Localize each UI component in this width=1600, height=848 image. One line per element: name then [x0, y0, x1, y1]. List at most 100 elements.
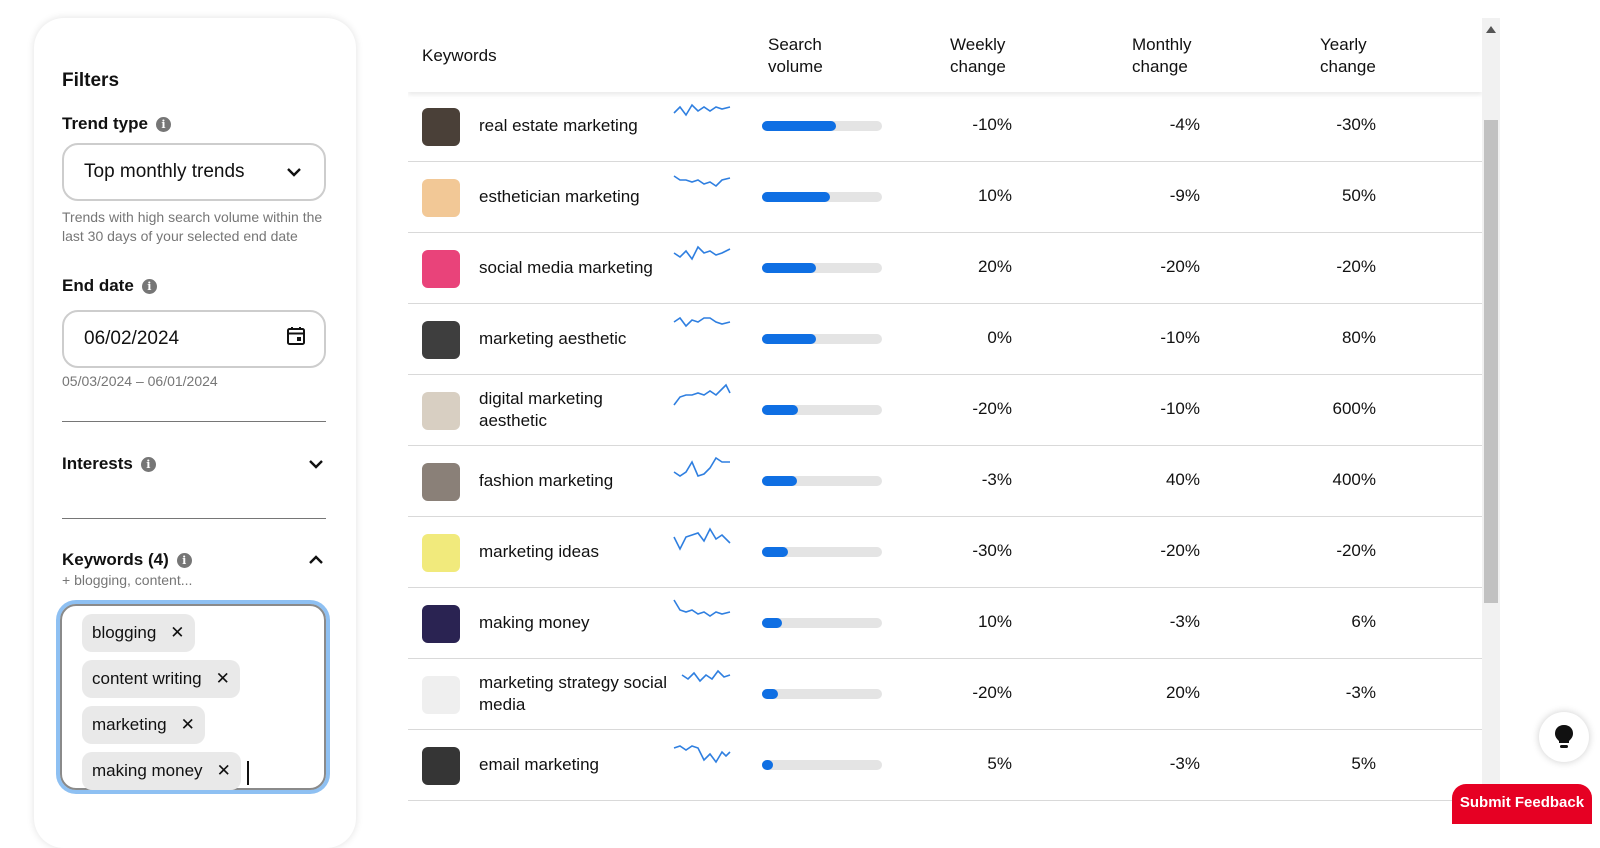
header-yearly-change: Yearly change — [1320, 35, 1376, 76]
keyword-text[interactable]: digital marketing aesthetic — [479, 389, 603, 430]
text-caret — [246, 761, 249, 785]
monthly-change: 20% — [1165, 683, 1200, 702]
submit-feedback-button[interactable]: Submit Feedback — [1452, 784, 1592, 824]
search-volume-bar — [762, 192, 882, 202]
table-row[interactable]: real estate marketing -10% -4% -30% — [408, 91, 1482, 162]
table-row[interactable]: email marketing 5% -3% 5% — [408, 730, 1482, 801]
info-icon[interactable]: i — [155, 116, 171, 132]
search-volume-bar — [762, 760, 882, 770]
weekly-change: 5% — [987, 754, 1012, 773]
yearly-change: 5% — [1351, 754, 1376, 773]
trend-sparkline — [673, 383, 731, 406]
trend-sparkline — [673, 316, 731, 328]
weekly-change: 0% — [987, 328, 1012, 347]
yearly-change: -30% — [1336, 115, 1376, 134]
chevron-down-icon[interactable] — [306, 454, 326, 474]
keyword-thumbnail — [422, 605, 460, 643]
monthly-change: -3% — [1169, 754, 1200, 773]
trend-sparkline — [673, 527, 731, 551]
table-row[interactable]: marketing aesthetic 0% -10% 80% — [408, 304, 1482, 375]
trend-type-value: Top monthly trends — [84, 161, 245, 182]
scrollbar-thumb[interactable] — [1484, 120, 1498, 603]
table-row[interactable]: fashion marketing -3% 40% 400% — [408, 446, 1482, 517]
search-volume-fill — [762, 192, 830, 202]
search-volume-fill — [762, 760, 773, 770]
search-volume-bar — [762, 476, 882, 486]
tips-button[interactable] — [1539, 712, 1589, 762]
header-monthly-change: Monthly change — [1132, 35, 1192, 76]
table-row[interactable]: social media marketing 20% -20% -20% — [408, 233, 1482, 304]
keyword-text[interactable]: email marketing — [479, 755, 599, 774]
keyword-text[interactable]: esthetician marketing — [479, 187, 640, 206]
table-row[interactable]: making money 10% -3% 6% — [408, 588, 1482, 659]
calendar-icon[interactable] — [286, 326, 306, 352]
close-icon[interactable]: ✕ — [215, 669, 230, 688]
keyword-text[interactable]: real estate marketing — [479, 116, 638, 135]
close-icon[interactable]: ✕ — [170, 623, 185, 642]
yearly-change: 400% — [1332, 470, 1376, 489]
close-icon[interactable]: ✕ — [180, 715, 195, 734]
weekly-change: 10% — [977, 612, 1012, 631]
monthly-change: 40% — [1165, 470, 1200, 489]
end-date-input[interactable]: 06/02/2024 — [62, 310, 326, 368]
keyword-thumbnail — [422, 250, 460, 288]
table-header: Keywords Search volume Weekly change Mon… — [408, 18, 1482, 92]
weekly-change: -30% — [972, 541, 1012, 560]
filters-title: Filters — [62, 70, 120, 91]
lightbulb-icon — [1555, 725, 1573, 748]
keyword-thumbnail — [422, 392, 460, 430]
table-row[interactable]: marketing ideas -30% -20% -20% — [408, 517, 1482, 588]
trend-type-select[interactable]: Top monthly trends — [62, 143, 326, 201]
trend-sparkline — [673, 103, 731, 117]
monthly-change: -9% — [1169, 186, 1200, 205]
trend-sparkline — [673, 175, 731, 188]
keyword-text[interactable]: marketing aesthetic — [479, 329, 627, 348]
keyword-text[interactable]: fashion marketing — [479, 471, 614, 490]
weekly-change: -10% — [972, 115, 1012, 134]
table-row[interactable]: digital marketing aesthetic -20% -10% 600% — [408, 375, 1482, 446]
end-date-label: End date i — [62, 276, 157, 296]
trend-type-helper: Trends with high search volume within th… — [62, 209, 323, 244]
keywords-hint: + blogging, content... — [62, 572, 193, 588]
keyword-thumbnail — [422, 676, 460, 714]
keyword-text[interactable]: social media marketing — [479, 258, 653, 277]
search-volume-bar — [762, 689, 882, 699]
interests-header[interactable]: Interests i — [62, 454, 326, 474]
search-volume-bar — [762, 263, 882, 273]
info-icon[interactable]: i — [141, 278, 157, 294]
monthly-change: -10% — [1160, 328, 1200, 347]
weekly-change: -3% — [981, 470, 1012, 489]
monthly-change: -20% — [1160, 257, 1200, 276]
weekly-change: 20% — [977, 257, 1012, 276]
keyword-text[interactable]: marketing ideas — [479, 542, 600, 561]
table-row[interactable]: marketing strategy social media -20% 20% -3… — [408, 659, 1482, 730]
divider — [62, 518, 326, 519]
weekly-change: -20% — [972, 399, 1012, 418]
header-keywords: Keywords — [422, 46, 497, 65]
keyword-chip: blogging ✕ — [82, 614, 195, 652]
keyword-text[interactable]: making money — [479, 613, 590, 632]
weekly-change: 10% — [977, 186, 1012, 205]
scroll-up-arrow[interactable] — [1486, 26, 1496, 33]
weekly-change: -20% — [972, 683, 1012, 702]
keywords-header[interactable]: Keywords (4) i — [62, 550, 326, 570]
close-icon[interactable]: ✕ — [216, 761, 231, 780]
table-row[interactable]: esthetician marketing 10% -9% 50% — [408, 162, 1482, 233]
trend-sparkline — [673, 456, 730, 477]
info-icon[interactable]: i — [140, 456, 156, 472]
keyword-chip: marketing ✕ — [82, 706, 205, 744]
search-volume-bar — [762, 334, 882, 344]
yearly-change: 80% — [1341, 328, 1376, 347]
divider — [62, 421, 326, 422]
trend-sparkline — [673, 245, 731, 261]
info-icon[interactable]: i — [176, 552, 192, 568]
search-volume-bar — [762, 547, 882, 557]
keyword-thumbnail — [422, 534, 460, 572]
keyword-text[interactable]: marketing strategy social media — [479, 673, 668, 714]
keywords-input[interactable]: blogging ✕ content writing ✕ marketing ✕ ma… — [60, 604, 326, 790]
monthly-change: -10% — [1160, 399, 1200, 418]
chevron-up-icon[interactable] — [306, 550, 326, 570]
end-date-range: 05/03/2024 – 06/01/2024 — [62, 373, 218, 389]
search-volume-fill — [762, 405, 798, 415]
search-volume-fill — [762, 476, 797, 486]
